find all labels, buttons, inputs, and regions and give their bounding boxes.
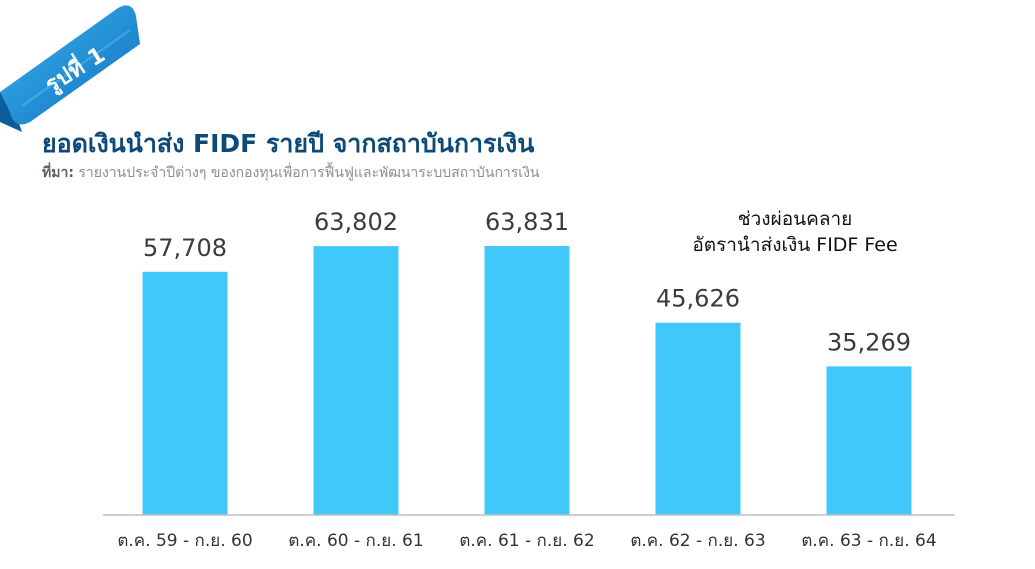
figure-ribbon-icon bbox=[0, 5, 140, 132]
x-tick-label-3: ต.ค. 61 - ก.ย. 62 bbox=[459, 531, 594, 551]
value-label-4: 45,626 bbox=[656, 285, 740, 313]
source-text: รายงานประจำปีต่างๆ ของกองทุนเพื่อการฟื้น… bbox=[73, 165, 540, 181]
value-label-1: 57,708 bbox=[143, 234, 227, 262]
source-note: ที่มา: รายงานประจำปีต่างๆ ของกองทุนเพื่อ… bbox=[42, 162, 540, 184]
chart-title: ยอดเงินนำส่ง FIDF รายปี จากสถาบันการเงิน bbox=[42, 129, 535, 158]
bar-2 bbox=[313, 246, 399, 516]
bar-5 bbox=[826, 366, 912, 515]
source-prefix: ที่มา: bbox=[42, 165, 74, 181]
value-label-5: 35,269 bbox=[827, 328, 911, 356]
value-label-2: 63,802 bbox=[314, 208, 398, 236]
bar-3 bbox=[484, 246, 570, 515]
x-tick-label-1: ต.ค. 59 - ก.ย. 60 bbox=[117, 531, 252, 551]
annotation-line-1: ช่วงผ่อนคลาย bbox=[737, 208, 853, 230]
x-tick-label-4: ต.ค. 62 - ก.ย. 63 bbox=[630, 531, 765, 551]
bar-4 bbox=[655, 322, 741, 515]
x-tick-label-2: ต.ค. 60 - ก.ย. 61 bbox=[288, 531, 423, 551]
relief-period-annotation: ช่วงผ่อนคลาย อัตรานำส่งเงิน FIDF Fee bbox=[640, 206, 950, 258]
bar-1 bbox=[142, 271, 228, 515]
x-tick-label-5: ต.ค. 63 - ก.ย. 64 bbox=[801, 531, 936, 551]
value-label-3: 63,831 bbox=[485, 208, 569, 236]
annotation-line-2: อัตรานำส่งเงิน FIDF Fee bbox=[692, 234, 898, 256]
